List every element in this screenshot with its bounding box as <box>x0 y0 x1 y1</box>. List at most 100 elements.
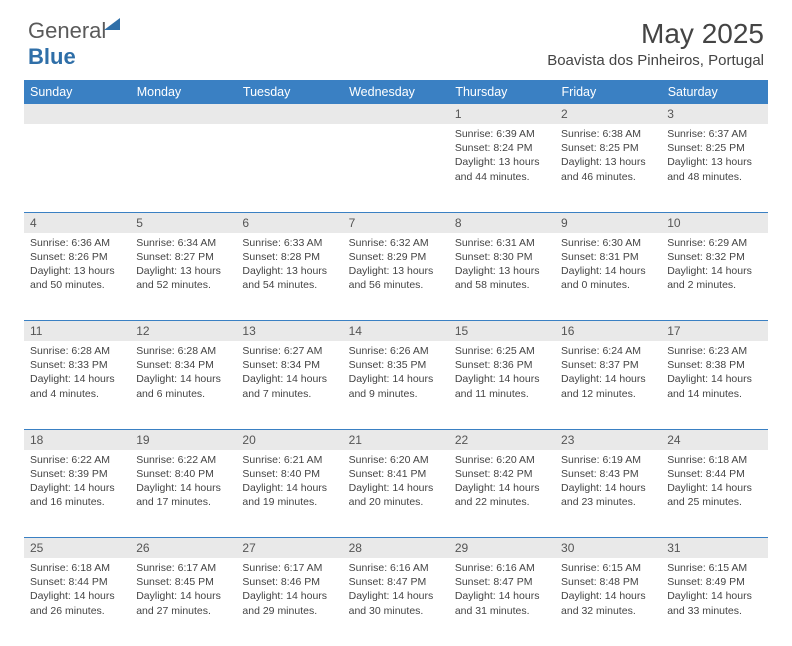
daylight-text: Daylight: 14 hours and 32 minutes. <box>561 589 655 617</box>
day-cell: Sunrise: 6:33 AMSunset: 8:28 PMDaylight:… <box>236 233 342 321</box>
day-number <box>236 104 342 124</box>
day-body: Sunrise: 6:19 AMSunset: 8:43 PMDaylight:… <box>555 450 661 515</box>
day-number: 3 <box>661 104 767 124</box>
day-cell: Sunrise: 6:18 AMSunset: 8:44 PMDaylight:… <box>24 558 130 646</box>
sunset-text: Sunset: 8:48 PM <box>561 575 655 589</box>
day-cell: Sunrise: 6:30 AMSunset: 8:31 PMDaylight:… <box>555 233 661 321</box>
sunset-text: Sunset: 8:38 PM <box>667 358 761 372</box>
daynum-row: 45678910 <box>24 212 768 233</box>
sunrise-text: Sunrise: 6:32 AM <box>349 236 443 250</box>
sunset-text: Sunset: 8:32 PM <box>667 250 761 264</box>
day-cell: Sunrise: 6:28 AMSunset: 8:34 PMDaylight:… <box>130 341 236 429</box>
day-body: Sunrise: 6:34 AMSunset: 8:27 PMDaylight:… <box>130 233 236 298</box>
sunrise-text: Sunrise: 6:30 AM <box>561 236 655 250</box>
sunrise-text: Sunrise: 6:28 AM <box>136 344 230 358</box>
day-body: Sunrise: 6:31 AMSunset: 8:30 PMDaylight:… <box>449 233 555 298</box>
daylight-text: Daylight: 14 hours and 19 minutes. <box>242 481 336 509</box>
day-body: Sunrise: 6:20 AMSunset: 8:42 PMDaylight:… <box>449 450 555 515</box>
day-cell: Sunrise: 6:39 AMSunset: 8:24 PMDaylight:… <box>449 124 555 212</box>
daylight-text: Daylight: 13 hours and 52 minutes. <box>136 264 230 292</box>
day-number: 31 <box>661 538 767 559</box>
day-number: 27 <box>236 538 342 559</box>
daylight-text: Daylight: 13 hours and 58 minutes. <box>455 264 549 292</box>
sunset-text: Sunset: 8:36 PM <box>455 358 549 372</box>
header: General Blue May 2025 Boavista dos Pinhe… <box>0 0 792 74</box>
day-cell <box>24 124 130 212</box>
day-number: 14 <box>343 321 449 342</box>
logo-text: General Blue <box>28 18 120 70</box>
daylight-text: Daylight: 14 hours and 27 minutes. <box>136 589 230 617</box>
day-cell: Sunrise: 6:38 AMSunset: 8:25 PMDaylight:… <box>555 124 661 212</box>
day-number <box>343 104 449 124</box>
sunset-text: Sunset: 8:37 PM <box>561 358 655 372</box>
sunset-text: Sunset: 8:43 PM <box>561 467 655 481</box>
day-number: 28 <box>343 538 449 559</box>
daylight-text: Daylight: 14 hours and 20 minutes. <box>349 481 443 509</box>
day-body: Sunrise: 6:15 AMSunset: 8:49 PMDaylight:… <box>661 558 767 623</box>
sunset-text: Sunset: 8:28 PM <box>242 250 336 264</box>
day-cell: Sunrise: 6:34 AMSunset: 8:27 PMDaylight:… <box>130 233 236 321</box>
daylight-text: Daylight: 14 hours and 17 minutes. <box>136 481 230 509</box>
day-cell: Sunrise: 6:22 AMSunset: 8:39 PMDaylight:… <box>24 450 130 538</box>
day-body: Sunrise: 6:17 AMSunset: 8:46 PMDaylight:… <box>236 558 342 623</box>
day-header: Tuesday <box>236 80 342 104</box>
day-number: 23 <box>555 429 661 450</box>
day-body: Sunrise: 6:36 AMSunset: 8:26 PMDaylight:… <box>24 233 130 298</box>
sunset-text: Sunset: 8:24 PM <box>455 141 549 155</box>
day-number: 15 <box>449 321 555 342</box>
day-cell: Sunrise: 6:32 AMSunset: 8:29 PMDaylight:… <box>343 233 449 321</box>
sunrise-text: Sunrise: 6:16 AM <box>349 561 443 575</box>
day-number: 30 <box>555 538 661 559</box>
day-header: Friday <box>555 80 661 104</box>
day-number: 12 <box>130 321 236 342</box>
day-body: Sunrise: 6:30 AMSunset: 8:31 PMDaylight:… <box>555 233 661 298</box>
sunset-text: Sunset: 8:40 PM <box>136 467 230 481</box>
daylight-text: Daylight: 14 hours and 23 minutes. <box>561 481 655 509</box>
sunset-text: Sunset: 8:39 PM <box>30 467 124 481</box>
sunset-text: Sunset: 8:29 PM <box>349 250 443 264</box>
daylight-text: Daylight: 14 hours and 16 minutes. <box>30 481 124 509</box>
sunset-text: Sunset: 8:35 PM <box>349 358 443 372</box>
day-body: Sunrise: 6:24 AMSunset: 8:37 PMDaylight:… <box>555 341 661 406</box>
sunrise-text: Sunrise: 6:22 AM <box>136 453 230 467</box>
day-header: Saturday <box>661 80 767 104</box>
sunset-text: Sunset: 8:41 PM <box>349 467 443 481</box>
day-header: Monday <box>130 80 236 104</box>
daylight-text: Daylight: 14 hours and 7 minutes. <box>242 372 336 400</box>
day-body: Sunrise: 6:27 AMSunset: 8:34 PMDaylight:… <box>236 341 342 406</box>
day-body: Sunrise: 6:17 AMSunset: 8:45 PMDaylight:… <box>130 558 236 623</box>
sunset-text: Sunset: 8:42 PM <box>455 467 549 481</box>
daylight-text: Daylight: 13 hours and 54 minutes. <box>242 264 336 292</box>
daylight-text: Daylight: 14 hours and 29 minutes. <box>242 589 336 617</box>
sunset-text: Sunset: 8:46 PM <box>242 575 336 589</box>
day-number: 22 <box>449 429 555 450</box>
day-cell: Sunrise: 6:25 AMSunset: 8:36 PMDaylight:… <box>449 341 555 429</box>
daynum-row: 25262728293031 <box>24 538 768 559</box>
daylight-text: Daylight: 13 hours and 56 minutes. <box>349 264 443 292</box>
day-number: 8 <box>449 212 555 233</box>
day-cell: Sunrise: 6:20 AMSunset: 8:42 PMDaylight:… <box>449 450 555 538</box>
week-row: Sunrise: 6:22 AMSunset: 8:39 PMDaylight:… <box>24 450 768 538</box>
day-header: Sunday <box>24 80 130 104</box>
day-cell: Sunrise: 6:22 AMSunset: 8:40 PMDaylight:… <box>130 450 236 538</box>
day-body: Sunrise: 6:39 AMSunset: 8:24 PMDaylight:… <box>449 124 555 189</box>
day-number: 19 <box>130 429 236 450</box>
day-body: Sunrise: 6:15 AMSunset: 8:48 PMDaylight:… <box>555 558 661 623</box>
day-number: 6 <box>236 212 342 233</box>
day-number: 4 <box>24 212 130 233</box>
daylight-text: Daylight: 14 hours and 14 minutes. <box>667 372 761 400</box>
logo-triangle-icon <box>104 18 120 30</box>
sunrise-text: Sunrise: 6:20 AM <box>349 453 443 467</box>
day-body: Sunrise: 6:22 AMSunset: 8:40 PMDaylight:… <box>130 450 236 515</box>
day-number: 25 <box>24 538 130 559</box>
day-number: 16 <box>555 321 661 342</box>
day-cell <box>343 124 449 212</box>
logo: General Blue <box>28 18 120 70</box>
day-body: Sunrise: 6:28 AMSunset: 8:34 PMDaylight:… <box>130 341 236 406</box>
day-body: Sunrise: 6:18 AMSunset: 8:44 PMDaylight:… <box>24 558 130 623</box>
day-body: Sunrise: 6:25 AMSunset: 8:36 PMDaylight:… <box>449 341 555 406</box>
day-cell: Sunrise: 6:16 AMSunset: 8:47 PMDaylight:… <box>343 558 449 646</box>
sunrise-text: Sunrise: 6:18 AM <box>667 453 761 467</box>
sunset-text: Sunset: 8:47 PM <box>349 575 443 589</box>
day-body: Sunrise: 6:38 AMSunset: 8:25 PMDaylight:… <box>555 124 661 189</box>
